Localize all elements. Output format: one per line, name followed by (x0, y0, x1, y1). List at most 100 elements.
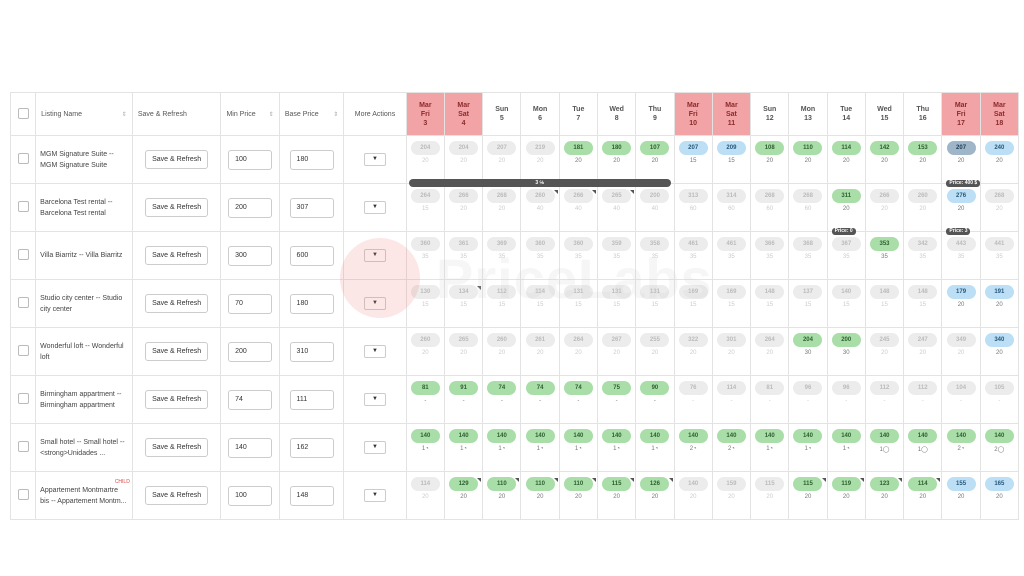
listing-name-link[interactable]: Villa Biarritz -- Villa Biarritz (40, 252, 123, 259)
price-cell[interactable]: 245 20 (864, 327, 905, 376)
price-pill[interactable]: 200 (640, 189, 670, 203)
price-cell[interactable]: 264 20 (750, 327, 790, 376)
price-cell[interactable]: 123 20 (864, 471, 905, 520)
sort-icon[interactable]: ⇕ (333, 111, 339, 118)
base-price-input[interactable]: 111 (289, 389, 334, 410)
more-actions-dropdown[interactable]: ▼ (363, 441, 386, 454)
price-pill[interactable]: 140 (755, 429, 785, 443)
price-cell[interactable]: 115 20 (788, 471, 828, 520)
price-pill[interactable]: 267 (602, 333, 632, 347)
save-refresh-button[interactable]: Save & Refresh (145, 198, 209, 217)
price-cell[interactable]: 96 - (788, 375, 828, 424)
price-cell[interactable]: 179 20 (941, 279, 981, 328)
min-price-input[interactable]: 74 (228, 389, 273, 410)
price-pill[interactable]: 148 (908, 285, 938, 299)
price-pill[interactable]: 96 (793, 381, 823, 395)
price-pill[interactable]: 140 (640, 429, 670, 443)
price-cell[interactable]: 140 1◔ (826, 423, 866, 472)
listing-name-link[interactable]: Birmingham appartment -- Birmingham appa… (40, 390, 122, 409)
price-pill[interactable]: 115 (793, 477, 823, 491)
price-pill[interactable]: 155 (946, 477, 976, 491)
price-cell[interactable]: 340 20 (979, 327, 1020, 376)
more-actions-dropdown[interactable]: ▼ (363, 393, 386, 406)
listing-name-link[interactable]: Wonderful loft -- Wonderful loft (40, 342, 124, 361)
save-refresh-button[interactable]: Save & Refresh (145, 390, 209, 409)
price-cell[interactable]: 353 35 (864, 231, 905, 280)
price-cell[interactable]: 140 1◔ (788, 423, 828, 472)
save-refresh-button[interactable]: Save & Refresh (145, 150, 209, 169)
price-pill[interactable]: 134 (449, 285, 479, 299)
base-price-input[interactable]: 307 (289, 197, 334, 218)
price-pill[interactable]: 207 (946, 141, 976, 155)
price-cell[interactable]: 110 20 (558, 471, 599, 520)
price-cell[interactable]: 137 15 (788, 279, 828, 328)
price-cell[interactable]: 140 1◯ (903, 423, 943, 472)
price-cell[interactable]: 360 35 (558, 231, 599, 280)
price-pill[interactable]: 140 (563, 429, 593, 443)
price-cell[interactable]: 369 35 (482, 231, 522, 280)
price-pill[interactable]: 443 (946, 237, 976, 251)
price-cell[interactable]: 314 60 (711, 183, 752, 232)
price-pill[interactable]: 140 (984, 429, 1014, 443)
price-pill[interactable]: 181 (563, 141, 593, 155)
base-price-input[interactable]: 148 (289, 485, 334, 506)
price-pill[interactable]: 311 (831, 189, 861, 203)
price-pill[interactable]: 140 (525, 429, 555, 443)
price-cell[interactable]: 140 2◔ (673, 423, 713, 472)
price-pill[interactable]: 314 (716, 189, 746, 203)
price-cell[interactable]: 207 20 Price: 400 $ (941, 135, 981, 187)
price-pill[interactable]: 353 (870, 237, 899, 251)
price-cell[interactable]: 115 20 (597, 471, 637, 520)
price-pill[interactable]: 322 (678, 333, 708, 347)
price-pill[interactable]: 240 (984, 141, 1014, 155)
price-cell[interactable]: 360 35 (520, 231, 560, 280)
price-pill[interactable]: 140 (602, 429, 632, 443)
price-cell[interactable]: 342 35 (903, 231, 943, 280)
price-cell[interactable]: 110 20 (482, 471, 522, 520)
price-pill[interactable]: 179 (946, 285, 976, 299)
min-stay-bar[interactable]: 3 ℅ (408, 179, 671, 187)
price-cell[interactable]: 140 2◔ (711, 423, 752, 472)
price-pill[interactable]: 260 (525, 189, 555, 203)
price-cell[interactable]: 260 20 (482, 327, 522, 376)
price-pill[interactable]: 140 (716, 429, 746, 443)
price-cell[interactable]: 74 - (558, 375, 599, 424)
price-pill[interactable]: 342 (908, 237, 938, 251)
price-pill[interactable]: 368 (793, 237, 823, 251)
price-pill[interactable]: 140 (449, 429, 479, 443)
price-pill[interactable]: 266 (563, 189, 593, 203)
price-cell[interactable]: 247 20 (903, 327, 943, 376)
price-cell[interactable]: 268 60 (788, 183, 828, 232)
price-cell[interactable]: 110 20 (520, 471, 560, 520)
price-cell[interactable]: 267 20 (597, 327, 637, 376)
price-pill[interactable]: 131 (602, 285, 632, 299)
sort-icon[interactable]: ⇕ (121, 111, 127, 118)
price-pill[interactable]: 219 (525, 141, 555, 155)
price-cell[interactable]: 140 1◔ (405, 423, 445, 472)
price-pill[interactable]: 115 (602, 477, 632, 491)
price-pill[interactable]: 140 (678, 477, 708, 491)
price-pill[interactable]: 360 (563, 237, 593, 251)
price-pill[interactable]: 112 (487, 285, 517, 299)
price-pill[interactable]: 119 (831, 477, 861, 491)
price-pill[interactable]: 114 (908, 477, 938, 491)
price-cell[interactable]: 76 - (673, 375, 713, 424)
price-pill[interactable]: 360 (525, 237, 555, 251)
price-cell[interactable]: 209 15 (711, 135, 752, 184)
price-cell[interactable]: 96 - (826, 375, 866, 424)
col-listing-name[interactable]: Listing Name ⇕ (35, 92, 133, 136)
price-pill[interactable]: 114 (525, 285, 555, 299)
price-cell[interactable]: 441 35 (979, 231, 1020, 280)
price-pill[interactable]: 140 (831, 285, 861, 299)
price-pill[interactable]: 265 (602, 189, 632, 203)
price-cell[interactable]: 265 20 (443, 327, 484, 376)
price-cell[interactable]: 207 20 (482, 135, 522, 184)
listing-name-link[interactable]: Appartement Montmartre bis -- Appartemen… (40, 486, 127, 505)
price-pill[interactable]: 268 (984, 189, 1014, 203)
price-cell[interactable]: 461 35 (711, 231, 752, 280)
price-pill[interactable]: 108 (755, 141, 785, 155)
price-cell[interactable]: 264 20 (558, 327, 599, 376)
price-pill[interactable]: 105 (984, 381, 1014, 395)
price-pill[interactable]: 204 (793, 333, 823, 347)
price-cell[interactable]: 169 15 (711, 279, 752, 328)
